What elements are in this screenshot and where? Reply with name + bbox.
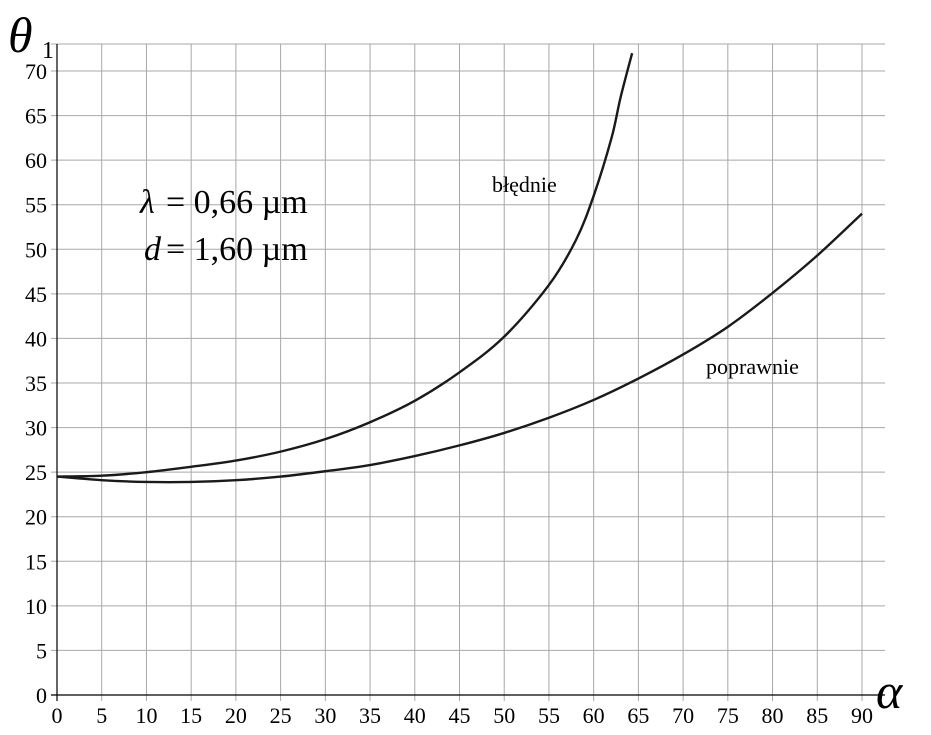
y-tick-label: 45 — [25, 282, 47, 307]
y-tick-label: 50 — [25, 237, 47, 262]
y-axis-label-subscript: 1 — [42, 38, 54, 64]
x-tick-label: 5 — [96, 703, 107, 728]
y-axis-label: θ — [8, 7, 33, 63]
y-tick-label: 5 — [36, 638, 47, 663]
x-tick-label: 60 — [583, 703, 605, 728]
x-tick-label: 20 — [225, 703, 247, 728]
x-tick-label: 65 — [627, 703, 649, 728]
x-tick-label: 35 — [359, 703, 381, 728]
x-tick-label: 10 — [135, 703, 157, 728]
series-line-bledne — [57, 52, 634, 478]
lambda-value: = 0,66 µm — [166, 184, 308, 221]
x-tick-label: 45 — [449, 703, 471, 728]
d-value: = 1,60 µm — [166, 231, 308, 268]
x-axis-label: α — [876, 663, 904, 719]
y-tick-label: 35 — [25, 371, 47, 396]
lambda-symbol: λ — [139, 184, 155, 221]
x-tick-label: 80 — [762, 703, 784, 728]
series-label-poprawnie: poprawnie — [706, 354, 799, 379]
x-tick-label: 55 — [538, 703, 560, 728]
x-tick-label: 50 — [493, 703, 515, 728]
series-label-bl: błędnie — [492, 172, 557, 197]
y-tick-label: 15 — [25, 549, 47, 574]
y-tick-label: 55 — [25, 193, 47, 218]
x-tick-label: 30 — [314, 703, 336, 728]
series-line-poprawnie — [57, 212, 863, 484]
axes — [51, 44, 885, 701]
x-tick-label: 0 — [52, 703, 63, 728]
y-tick-label: 25 — [25, 460, 47, 485]
x-tick-label: 25 — [270, 703, 292, 728]
y-tick-label: 20 — [25, 505, 47, 530]
tick-labels: 0 5 10 15 20 25 30 35 40 45 50 55 60 65 70 75 80 85 90 0 5 10… — [25, 59, 873, 728]
x-tick-label: 15 — [180, 703, 202, 728]
x-tick-label: 40 — [404, 703, 426, 728]
d-symbol: d — [144, 231, 162, 268]
y-tick-label: 0 — [36, 683, 47, 708]
grid — [51, 43, 885, 701]
y-tick-label: 60 — [25, 148, 47, 173]
y-tick-label: 65 — [25, 104, 47, 129]
x-tick-label: 85 — [806, 703, 828, 728]
y-tick-label: 30 — [25, 416, 47, 441]
series — [57, 52, 863, 484]
y-tick-label: 70 — [25, 59, 47, 84]
x-tick-label: 90 — [851, 703, 873, 728]
x-tick-label: 70 — [672, 703, 694, 728]
y-tick-label: 10 — [25, 594, 47, 619]
y-tick-label: 40 — [25, 326, 47, 351]
x-tick-label: 75 — [717, 703, 739, 728]
